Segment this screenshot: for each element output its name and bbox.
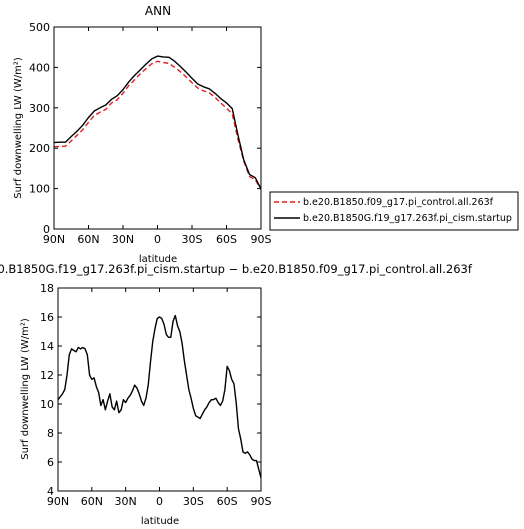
bottom-y-tick-label: 10 <box>40 398 54 411</box>
legend-box <box>269 191 519 231</box>
top-x-tick-label: 60N <box>77 233 99 246</box>
legend-entry-1: b.e20.B1850G.f19_g17.263f.pi_cism.startu… <box>303 213 512 224</box>
top-chart: ANN 0 100 200 300 400 500 90N 60N 30N 0 30S 60S 90S… <box>13 4 519 265</box>
top-y-axis-label: Surf downwelling LW (W/m²) <box>13 57 24 199</box>
top-series-line-1 <box>53 55 262 190</box>
top-series-lines <box>53 55 262 190</box>
bottom-y-tick-label: 6 <box>47 456 54 469</box>
bottom-y-axis: 4 6 8 10 12 14 16 18 <box>40 282 261 498</box>
bottom-y-tick-label: 8 <box>47 427 54 440</box>
top-x-axis-label: latitude <box>139 254 177 265</box>
bottom-x-tick-label: 60N <box>81 495 103 508</box>
bottom-series-line-0 <box>57 314 262 479</box>
bottom-x-tick-label: 30N <box>115 495 137 508</box>
bottom-chart-title: b.e20.B1850G.f19_g17.263f.pi_cism.startu… <box>0 262 473 276</box>
top-x-tick-label: 90S <box>251 233 272 246</box>
bottom-y-tick-label: 12 <box>40 369 54 382</box>
top-x-tick-label: 90N <box>43 233 65 246</box>
legend: b.e20.B1850.f09_g17.pi_control.all.263f … <box>269 191 519 231</box>
top-y-tick-label: 500 <box>29 21 50 34</box>
top-plot-frame <box>53 26 262 230</box>
bottom-x-tick-label: 90N <box>47 495 69 508</box>
top-y-tick-label: 400 <box>29 61 50 74</box>
top-x-axis: 90N 60N 30N 0 30S 60S 90S <box>43 27 272 246</box>
top-x-tick-label: 30N <box>112 233 134 246</box>
bottom-y-tick-label: 14 <box>40 340 54 353</box>
top-x-tick-label: 0 <box>154 233 161 246</box>
bottom-chart: b.e20.B1850G.f19_g17.263f.pi_cism.startu… <box>0 262 473 527</box>
bottom-y-tick-label: 18 <box>40 282 54 295</box>
bottom-y-tick-label: 4 <box>47 485 54 498</box>
bottom-y-tick-label: 16 <box>40 311 54 324</box>
top-y-tick-label: 0 <box>43 223 50 236</box>
top-y-tick-label: 100 <box>29 183 50 196</box>
top-x-tick-label: 30S <box>182 233 203 246</box>
bottom-x-tick-label: 0 <box>156 495 163 508</box>
top-series-line-0 <box>54 60 262 190</box>
bottom-x-axis-label: latitude <box>141 516 179 527</box>
bottom-series-lines <box>57 314 262 479</box>
bottom-x-tick-label: 60S <box>217 495 238 508</box>
bottom-y-axis-label: Surf downwelling LW (W/m²) <box>20 318 31 460</box>
legend-entry-0: b.e20.B1850.f09_g17.pi_control.all.263f <box>303 197 494 208</box>
bottom-x-tick-label: 90S <box>251 495 272 508</box>
top-y-tick-label: 300 <box>29 102 50 115</box>
bottom-x-tick-label: 30S <box>183 495 204 508</box>
top-chart-title: ANN <box>145 4 171 18</box>
bottom-x-axis: 90N 60N 30N 0 30S 60S 90S <box>47 288 272 508</box>
top-y-tick-label: 200 <box>29 142 50 155</box>
bottom-plot-frame <box>57 287 262 492</box>
top-x-tick-label: 60S <box>216 233 237 246</box>
top-y-axis: 0 100 200 300 400 500 <box>29 21 261 236</box>
